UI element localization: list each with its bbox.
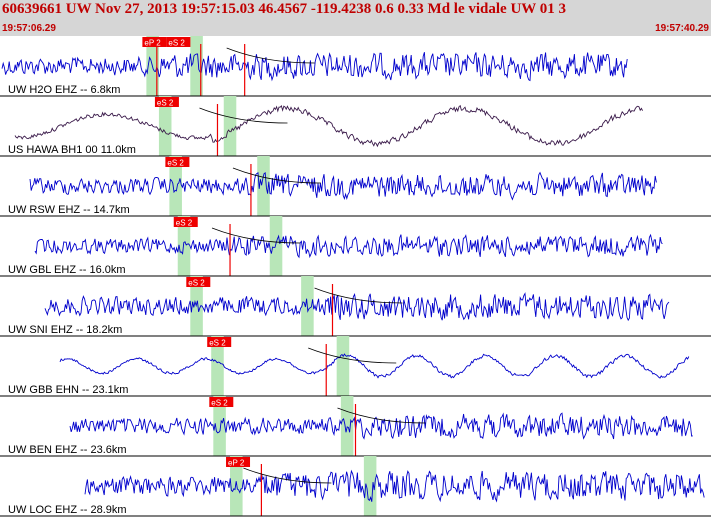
pick-label: eS 2	[211, 399, 228, 408]
arrival-window	[363, 456, 377, 516]
time-bar: 19:57:06.29 19:57:40.29	[0, 22, 711, 36]
pick-box[interactable]	[207, 337, 232, 347]
trace-row: eS 2 US HAWA BH1 00 11.0km	[0, 96, 711, 157]
pick-box[interactable]	[186, 277, 211, 287]
seismogram-plot: eP 2 eS 2 UW H2O EHZ -- 6.8km eS 2 US HAWA B…	[0, 36, 711, 517]
waveform	[84, 469, 705, 503]
pick-box[interactable]	[154, 97, 179, 107]
pick-box[interactable]	[142, 37, 167, 47]
station-label: UW LOC EHZ -- 28.9km	[8, 504, 127, 516]
pick-box[interactable]	[166, 37, 191, 47]
trace-row: eP 2 UW LOC EHZ -- 28.9km	[0, 456, 711, 517]
pick-label: eS 2	[188, 279, 205, 288]
station-label: UW BEN EHZ -- 23.6km	[8, 444, 127, 456]
arrival-window	[340, 396, 354, 456]
pick-label: eS 2	[157, 99, 174, 108]
station-label: UW GBL EHZ -- 16.0km	[8, 264, 126, 276]
pick-box[interactable]	[165, 157, 190, 167]
arrival-window	[269, 216, 283, 276]
pick-label: eP 2	[228, 459, 245, 468]
waveform	[1, 52, 628, 82]
arrival-window	[211, 336, 224, 396]
station-label: UW H2O EHZ -- 6.8km	[8, 84, 120, 96]
waveform	[69, 412, 693, 440]
pick-box[interactable]	[226, 457, 251, 467]
trace-row: eS 2 UW GBB EHN -- 23.1km	[0, 336, 711, 397]
coda-fit-curve	[199, 107, 288, 124]
arrival-window	[158, 96, 172, 156]
arrival-window	[169, 156, 182, 216]
waveform	[59, 353, 690, 379]
coda-fit-curve	[308, 347, 397, 364]
pick-label: eP 2	[144, 39, 161, 48]
station-label: US HAWA BH1 00 11.0km	[8, 144, 136, 156]
station-label: UW RSW EHZ -- 14.7km	[8, 204, 130, 216]
pick-label: eS 2	[209, 339, 226, 348]
pick-box[interactable]	[173, 217, 198, 227]
pick-label: eS 2	[167, 159, 184, 168]
coda-fit-curve	[211, 227, 301, 244]
arrival-window	[223, 96, 237, 156]
arrival-window	[213, 396, 226, 456]
waveform	[34, 233, 663, 259]
coda-fit-curve	[232, 167, 321, 184]
title-bar: 60639661 UW Nov 27, 2013 19:57:15.03 46.…	[0, 0, 711, 22]
trace-row: eP 2 eS 2 UW H2O EHZ -- 6.8km	[0, 36, 711, 97]
arrival-window	[190, 276, 203, 336]
start-time: 19:57:06.29	[2, 23, 56, 34]
coda-fit-curve	[226, 47, 315, 64]
trace-row: eS 2 UW RSW EHZ -- 14.7km	[0, 156, 711, 217]
event-title: 60639661 UW Nov 27, 2013 19:57:15.03 46.…	[2, 1, 567, 17]
trace-row: eS 2 UW SNI EHZ -- 18.2km	[0, 276, 711, 337]
coda-fit-curve	[314, 287, 403, 304]
arrival-window	[336, 336, 350, 396]
trace-row: eS 2 UW BEN EHZ -- 23.6km	[0, 396, 711, 457]
arrival-window	[190, 36, 203, 96]
arrival-window	[257, 156, 270, 216]
end-time: 19:57:40.29	[655, 23, 709, 34]
station-label: UW GBB EHN -- 23.1km	[8, 384, 128, 396]
pick-label: eS 2	[168, 39, 185, 48]
pick-box[interactable]	[209, 397, 234, 407]
coda-fit-curve	[243, 467, 332, 484]
trace-row: eS 2 UW GBL EHZ -- 16.0km	[0, 216, 711, 277]
arrival-window	[177, 216, 191, 276]
waveform	[14, 104, 643, 148]
waveform	[29, 171, 657, 201]
pick-label: eS 2	[176, 219, 193, 228]
arrival-window	[230, 456, 243, 516]
station-label: UW SNI EHZ -- 18.2km	[8, 324, 122, 336]
waveform	[44, 292, 670, 322]
coda-fit-curve	[337, 407, 426, 424]
